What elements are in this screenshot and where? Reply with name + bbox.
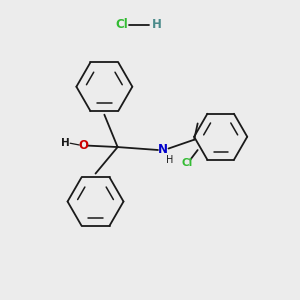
Text: Cl: Cl (182, 158, 193, 168)
Text: O: O (79, 139, 89, 152)
Text: H: H (61, 138, 70, 148)
Text: H: H (166, 155, 173, 165)
Text: N: N (158, 143, 168, 157)
Text: Cl: Cl (115, 18, 128, 32)
Text: H: H (152, 18, 161, 32)
